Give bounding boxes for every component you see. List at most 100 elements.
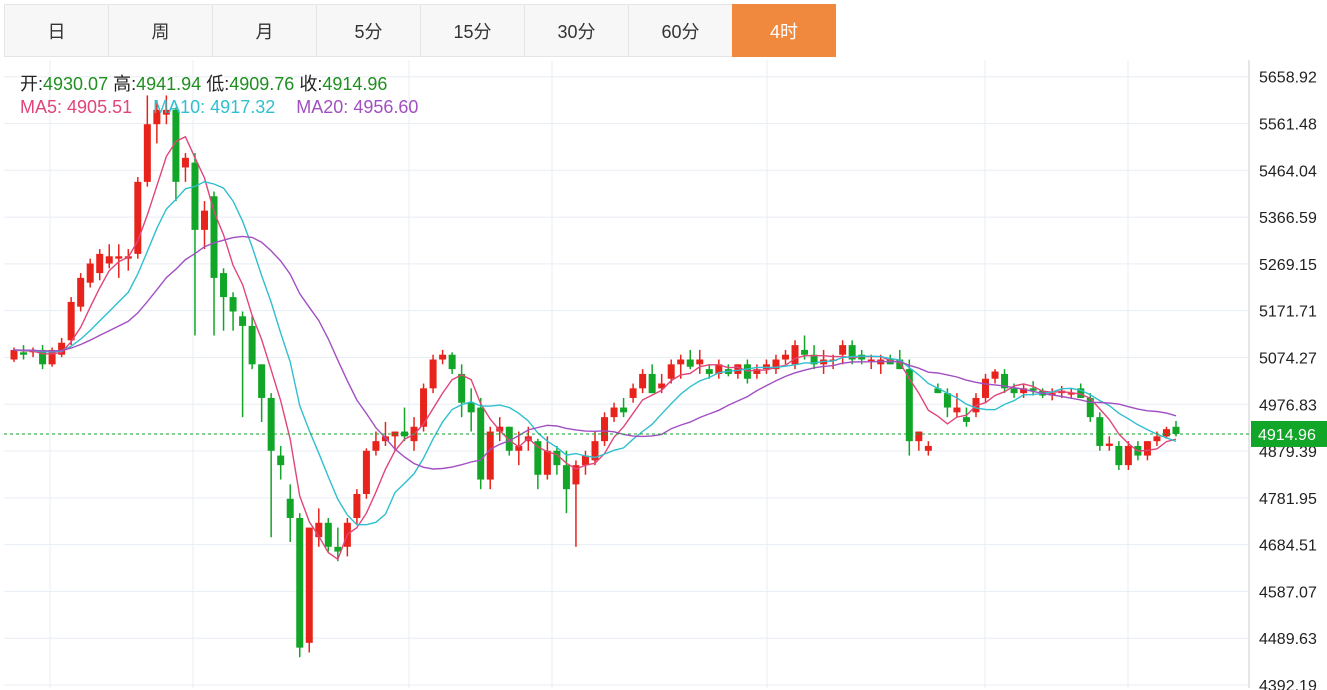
ma5-line xyxy=(13,135,1177,561)
candle-body xyxy=(105,256,113,264)
candle-body xyxy=(77,277,85,307)
candle-body xyxy=(1162,429,1170,437)
candle-body xyxy=(534,441,542,475)
candle-body xyxy=(982,378,990,398)
candle-body xyxy=(181,157,189,168)
candle-body xyxy=(1143,441,1151,456)
candle-body xyxy=(553,450,561,466)
last-price-label: 4914.96 xyxy=(1258,427,1316,444)
candle-body xyxy=(505,426,513,451)
candle-body xyxy=(286,498,294,518)
y-tick-label: 4781.95 xyxy=(1259,491,1317,508)
tab-5[interactable]: 30分 xyxy=(524,4,628,57)
ma10-value: 4917.32 xyxy=(210,97,276,117)
candle-body xyxy=(1029,388,1037,391)
candle-body xyxy=(315,522,323,538)
candle-body xyxy=(48,349,56,365)
candle-body xyxy=(572,465,580,485)
close-value: 4914.96 xyxy=(322,74,388,94)
candle-body xyxy=(734,364,742,374)
y-tick-label: 4684.51 xyxy=(1259,538,1317,555)
candle-body xyxy=(896,359,904,370)
high-label: 高: xyxy=(113,74,137,94)
candle-body xyxy=(258,364,266,398)
candle-body xyxy=(753,369,761,374)
candle-body xyxy=(1020,388,1028,394)
candle-body xyxy=(639,373,647,389)
candle-body xyxy=(467,402,475,413)
y-tick-label: 5269.15 xyxy=(1259,257,1317,274)
candle-body xyxy=(1067,393,1075,395)
candle-body xyxy=(962,417,970,422)
last-price-tag xyxy=(1251,420,1327,447)
candle-body xyxy=(220,273,228,298)
tab-4[interactable]: 15分 xyxy=(420,4,524,57)
candle-body xyxy=(791,345,799,365)
ma10-label: MA10: xyxy=(153,97,206,117)
y-tick-label: 4587.07 xyxy=(1259,584,1317,601)
candle-body xyxy=(515,445,523,451)
y-tick-label: 4976.83 xyxy=(1259,397,1317,414)
candle-body xyxy=(448,354,456,370)
candle-body xyxy=(601,417,609,442)
candle-body xyxy=(10,349,18,360)
tab-7[interactable]: 4时 xyxy=(732,4,836,57)
candle-body xyxy=(677,359,685,365)
candle-body xyxy=(781,354,789,360)
candle-body xyxy=(86,263,94,283)
candle-body xyxy=(801,349,809,355)
candle-body xyxy=(486,431,494,480)
ma20-value: 4956.60 xyxy=(353,97,419,117)
tab-1[interactable]: 周 xyxy=(108,4,212,57)
candle-body xyxy=(1115,445,1123,466)
candle-body xyxy=(934,388,942,394)
tab-0[interactable]: 日 xyxy=(4,4,108,57)
tab-6[interactable]: 60分 xyxy=(628,4,732,57)
candle-body xyxy=(134,181,142,254)
candle-body xyxy=(953,407,961,413)
y-tick-label: 4879.39 xyxy=(1259,444,1317,461)
candle-body xyxy=(924,445,932,451)
tab-3[interactable]: 5分 xyxy=(316,4,420,57)
candle-body xyxy=(705,369,713,374)
candle-body xyxy=(905,369,913,442)
candle-body xyxy=(1105,443,1113,446)
candle-body xyxy=(39,349,47,365)
ma20-label: MA20: xyxy=(296,97,349,117)
candle-body xyxy=(591,441,599,461)
candle-body xyxy=(696,359,704,365)
candle-body xyxy=(1096,417,1104,446)
candle-body xyxy=(362,450,370,494)
candle-body xyxy=(1153,436,1161,442)
candle-body xyxy=(543,450,551,475)
candle-body xyxy=(991,371,999,379)
candle-body xyxy=(715,364,723,374)
candle-body xyxy=(153,109,161,125)
tab-2[interactable]: 月 xyxy=(212,4,316,57)
candle-body xyxy=(848,345,856,360)
ohlc-readout: 开:4930.07 高:4941.94 低:4909.76 收:4914.96 xyxy=(20,70,387,96)
candle-body xyxy=(58,342,66,355)
open-value: 4930.07 xyxy=(43,74,109,94)
candle-body xyxy=(943,393,951,408)
candle-body xyxy=(439,354,447,360)
timeframe-tabs: 日周月 5分 15分 30分 60分 4时 xyxy=(4,4,836,59)
candle-body xyxy=(610,407,618,418)
candle-body xyxy=(1010,388,1018,394)
candle-body xyxy=(1086,397,1094,418)
y-tick-label: 4392.19 xyxy=(1259,678,1317,690)
candle-body xyxy=(200,210,208,230)
candle-body xyxy=(248,325,256,365)
candle-body xyxy=(648,373,656,394)
candle-body xyxy=(20,352,28,355)
candle-body xyxy=(1124,445,1132,466)
candle-body xyxy=(305,527,313,643)
open-label: 开: xyxy=(20,74,44,94)
y-tick-label: 5561.48 xyxy=(1259,117,1317,134)
low-label: 低: xyxy=(206,74,230,94)
y-tick-label: 4489.63 xyxy=(1259,631,1317,648)
candle-body xyxy=(496,426,504,432)
candle-body xyxy=(839,345,847,355)
candle-body xyxy=(420,388,428,427)
